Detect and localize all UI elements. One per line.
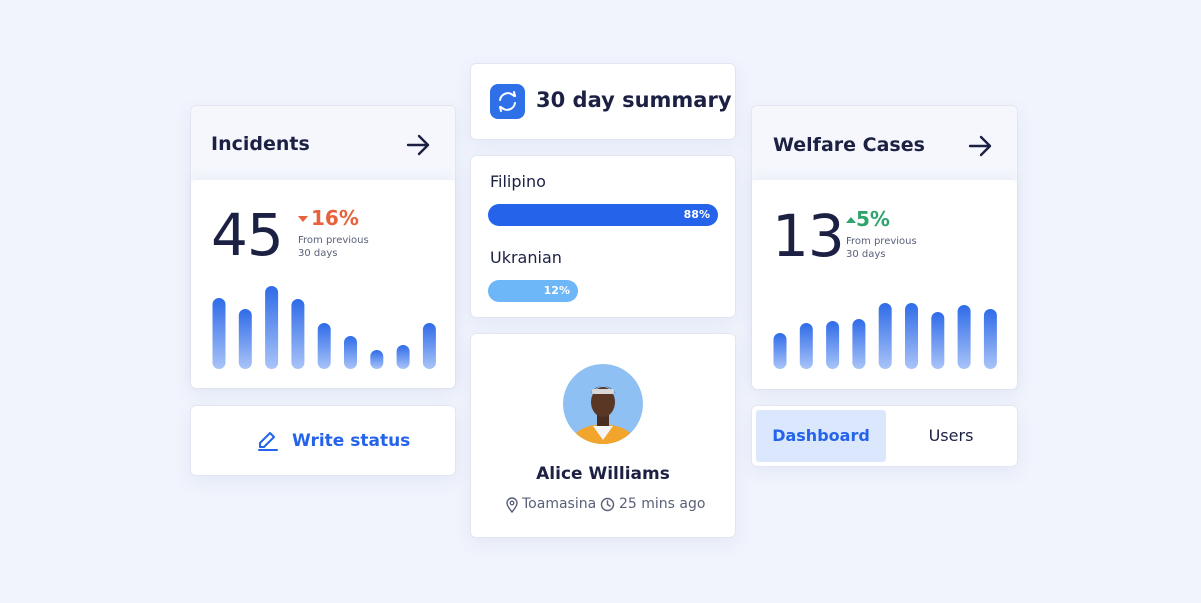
sync-icon — [490, 84, 525, 119]
card-title: Incidents — [211, 133, 310, 155]
count: 13 — [772, 202, 845, 270]
triangle — [298, 216, 308, 222]
profile-card: Alice Williams Toamasina 25 mins ago — [470, 333, 736, 538]
summary-title: 30 day summary — [536, 88, 732, 112]
bar — [878, 303, 892, 369]
bar — [317, 323, 331, 369]
incidents-card: Incidents 45 16% From previous 30 days — [190, 105, 456, 389]
bar — [852, 319, 866, 369]
bar — [422, 323, 436, 369]
note: 30 days — [298, 248, 338, 259]
card-header — [191, 106, 455, 180]
bar — [957, 305, 971, 369]
share-label: 88% — [683, 208, 710, 221]
change-icon — [298, 216, 308, 222]
tab-bar: Dashboard Users — [751, 405, 1018, 467]
bar — [238, 309, 252, 369]
time-ago: 25 mins ago — [619, 496, 706, 512]
change: 5% — [856, 207, 890, 231]
button-label: Write status — [292, 431, 411, 451]
welfare-card: Welfare Cases 13 5% From previous 30 day… — [751, 105, 1018, 390]
bar-row: 12% — [488, 280, 720, 302]
bar — [799, 323, 813, 369]
note: From previous — [298, 235, 369, 246]
card-header — [752, 106, 1017, 180]
card-title: Welfare Cases — [773, 134, 925, 156]
language-name: Ukranian — [490, 248, 562, 267]
arrow-button[interactable] — [968, 135, 994, 157]
triangle — [846, 217, 856, 223]
bar — [983, 309, 997, 369]
arrow-button[interactable] — [406, 134, 432, 156]
count: 45 — [211, 201, 284, 269]
trend-chart — [773, 303, 997, 369]
note: 30 days — [846, 249, 886, 260]
tab[interactable]: Dashboard — [756, 410, 886, 462]
share-label: 12% — [543, 284, 570, 297]
bar — [931, 312, 945, 369]
bar — [265, 286, 279, 369]
profile-name: Alice Williams — [536, 464, 670, 484]
tab[interactable]: Users — [928, 426, 974, 445]
note: From previous — [846, 236, 917, 247]
language-card: Filipino 88% Ukranian 12% — [470, 155, 736, 318]
bar — [826, 321, 840, 369]
pin-icon — [506, 497, 518, 513]
change-icon — [846, 217, 856, 223]
location: Toamasina — [522, 496, 597, 512]
bar — [291, 299, 305, 369]
summary-header-card: 30 day summary — [470, 63, 736, 140]
avatar — [563, 364, 643, 444]
bar — [905, 303, 918, 369]
pencil-icon — [258, 432, 278, 451]
bar — [773, 333, 787, 369]
language-name: Filipino — [490, 172, 546, 191]
write-status-button[interactable]: Write status — [190, 405, 456, 476]
bar — [212, 298, 226, 369]
bar — [344, 336, 357, 369]
share-bar: 88% — [488, 204, 718, 226]
trend-chart — [212, 286, 436, 369]
clock-icon — [600, 497, 615, 512]
bar — [370, 350, 384, 369]
bar-row: 88% — [488, 204, 720, 226]
bar — [396, 345, 410, 369]
change: 16% — [311, 206, 359, 230]
share-bar: 12% — [488, 280, 578, 302]
